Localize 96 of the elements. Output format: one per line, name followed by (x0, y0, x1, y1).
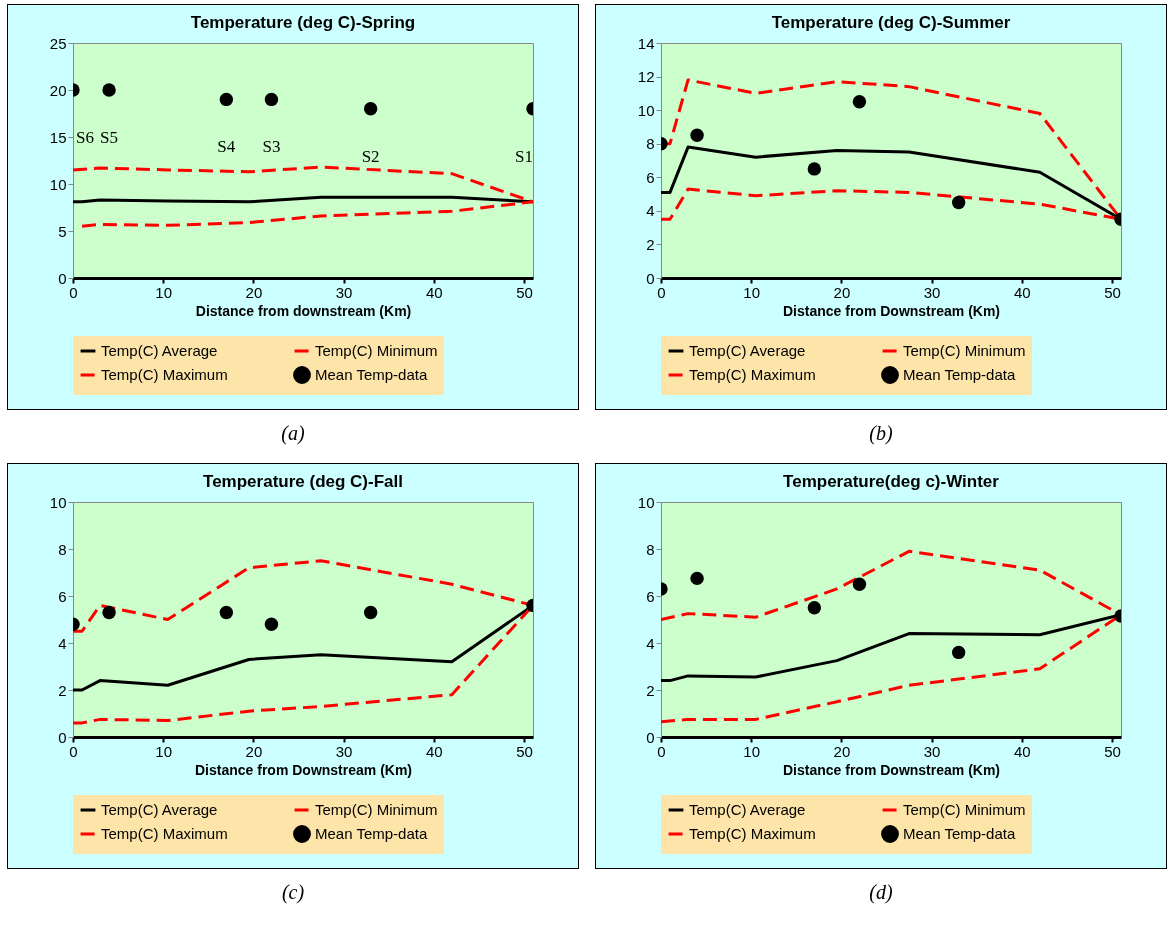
x-tick-label: 10 (742, 283, 760, 301)
point (951, 195, 965, 210)
annotation: S5 (99, 128, 118, 147)
legend-label: Temp(C) Average (688, 342, 805, 359)
x-tick-label: 50 (515, 742, 533, 760)
legend-label: Mean Temp-data (314, 825, 428, 842)
legend-label: Temp(C) Minimum (902, 342, 1026, 359)
x-tick-label: 0 (656, 283, 666, 301)
x-tick-label: 30 (335, 283, 352, 301)
point (219, 605, 233, 620)
x-axis-title: Distance from Downstream (Km) (782, 302, 1000, 319)
x-tick-label: 30 (335, 742, 352, 760)
y-tick-label: 12 (637, 68, 654, 86)
y-tick-label: 0 (645, 269, 654, 287)
point (852, 577, 866, 591)
x-tick-label: 0 (656, 742, 666, 760)
legend-label: Mean Temp-data (314, 366, 428, 383)
y-tick-label: 20 (49, 81, 66, 99)
legend-label: Temp(C) Maximum (688, 825, 816, 842)
y-tick-label: 10 (637, 493, 654, 511)
annotation: S6 (75, 128, 94, 147)
x-tick-label: 10 (154, 742, 172, 760)
y-tick-label: 4 (57, 634, 66, 652)
y-tick-label: 15 (49, 128, 66, 146)
y-tick-label: 5 (57, 222, 66, 240)
y-tick-label: 6 (645, 587, 654, 605)
x-axis-title: Distance from Downstream (Km) (782, 761, 1000, 778)
x-tick-label: 30 (923, 283, 940, 301)
x-tick-label: 20 (833, 742, 850, 760)
x-tick-label: 50 (1103, 283, 1121, 301)
x-tick-label: 0 (68, 283, 78, 301)
annotation: S1 (514, 146, 533, 166)
x-tick-label: 40 (1013, 742, 1031, 760)
text: (b) (869, 422, 893, 445)
text: (c) (281, 881, 305, 904)
y-tick-label: 0 (57, 728, 66, 746)
x-tick-label: 0 (68, 742, 78, 760)
y-tick-label: 6 (645, 168, 654, 186)
x-tick-label: 20 (245, 742, 262, 760)
x-tick-label: 50 (515, 283, 533, 301)
y-tick-label: 0 (57, 269, 66, 287)
text: (a) (281, 422, 305, 445)
y-tick-label: 8 (57, 540, 66, 558)
x-tick-label: 40 (425, 283, 443, 301)
legend-label: Temp(C) Minimum (314, 342, 438, 359)
y-tick-label: 10 (49, 493, 66, 511)
y-tick-label: 2 (57, 681, 66, 699)
annotation: S3 (261, 137, 280, 157)
x-tick-label: 20 (245, 283, 262, 301)
y-tick-label: 8 (645, 540, 654, 558)
x-tick-label: 10 (154, 283, 172, 301)
legend-label: Mean Temp-data (902, 825, 1016, 842)
y-tick-label: 4 (645, 202, 654, 220)
y-tick-label: 0 (645, 728, 654, 746)
legend-label: Temp(C) Average (688, 801, 805, 818)
x-tick-label: 10 (742, 742, 760, 760)
point (264, 617, 278, 631)
x-tick-label: 50 (1103, 742, 1121, 760)
x-tick-label: 40 (425, 742, 443, 760)
point (807, 601, 821, 615)
point (264, 92, 278, 107)
annotation: S4 (216, 137, 236, 157)
annotation: S2 (361, 146, 380, 166)
y-tick-label: 14 (637, 34, 654, 52)
legend-label: Temp(C) Minimum (902, 801, 1026, 818)
y-tick-label: 25 (49, 34, 66, 52)
text: (d) (869, 881, 893, 904)
chart-title: Temperature (deg C)-Summer (771, 13, 1011, 32)
x-axis-title: Distance from downstream (Km) (195, 302, 411, 319)
legend-label: Temp(C) Average (100, 801, 217, 818)
point (219, 92, 233, 107)
x-tick-label: 20 (833, 283, 850, 301)
y-tick-label: 6 (57, 587, 66, 605)
point (363, 102, 377, 116)
point (807, 162, 821, 176)
y-tick-label: 2 (645, 681, 654, 699)
point (363, 605, 377, 620)
legend-label: Temp(C) Maximum (688, 366, 816, 383)
legend-label: Temp(C) Average (100, 342, 217, 359)
x-tick-label: 40 (1013, 283, 1031, 301)
chart-title: Temperature (deg C)-Spring (190, 13, 415, 32)
x-tick-label: 30 (923, 742, 940, 760)
legend-label: Temp(C) Minimum (314, 801, 438, 818)
point (852, 95, 866, 109)
y-tick-label: 8 (645, 135, 654, 153)
point (951, 645, 965, 660)
legend-label: Temp(C) Maximum (100, 366, 228, 383)
legend-label: Mean Temp-data (902, 366, 1016, 383)
x-axis-title: Distance from Downstream (Km) (194, 761, 412, 778)
y-tick-label: 4 (645, 634, 654, 652)
chart-title: Temperature(deg c)-Winter (782, 472, 999, 491)
y-tick-label: 10 (637, 101, 654, 119)
legend-label: Temp(C) Maximum (100, 825, 228, 842)
y-tick-label: 10 (49, 175, 66, 193)
chart-title: Temperature (deg C)-Fall (202, 472, 403, 491)
y-tick-label: 2 (645, 235, 654, 253)
